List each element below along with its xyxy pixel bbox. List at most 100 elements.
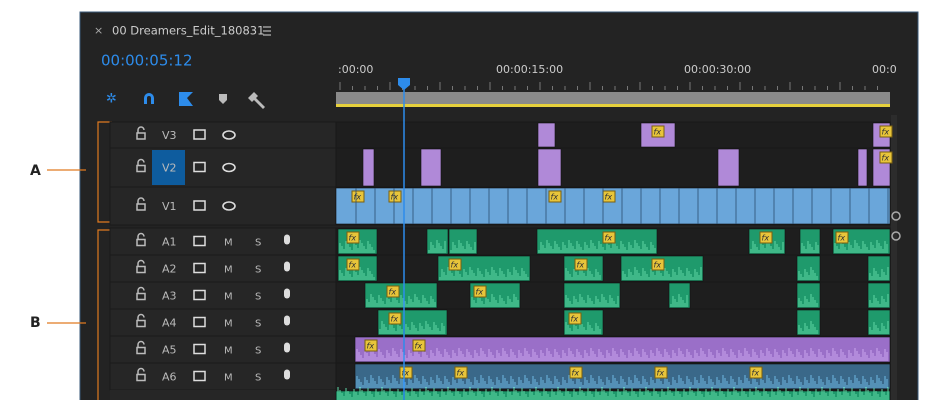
- lock-icon[interactable]: [136, 286, 146, 301]
- solo-button[interactable]: S: [255, 292, 261, 303]
- fx-badge-label: fx: [354, 193, 362, 202]
- track-header[interactable]: [109, 335, 337, 364]
- track-name[interactable]: A2: [162, 263, 177, 276]
- fx-badge: [569, 366, 583, 379]
- voice-over-button[interactable]: [284, 234, 290, 245]
- mute-button[interactable]: M: [224, 292, 233, 303]
- clip[interactable]: [335, 390, 891, 400]
- track-name[interactable]: V2: [162, 162, 177, 175]
- lock-icon[interactable]: [136, 232, 146, 247]
- track-name[interactable]: A6: [162, 371, 177, 384]
- voice-over-button[interactable]: [284, 342, 290, 353]
- ruler-label: 00:0: [872, 63, 897, 76]
- sync-icon[interactable]: [193, 235, 206, 247]
- clip[interactable]: [867, 255, 891, 282]
- eye-icon[interactable]: [222, 162, 236, 173]
- clip[interactable]: [796, 282, 821, 309]
- clip[interactable]: [799, 228, 821, 255]
- fx-badge: [568, 312, 582, 325]
- voice-over-button[interactable]: [284, 369, 290, 380]
- sync-icon[interactable]: [193, 289, 206, 301]
- clip[interactable]: [537, 148, 562, 187]
- lock-icon[interactable]: [136, 340, 146, 355]
- sync-icon[interactable]: [193, 262, 206, 274]
- fx-badge-label: fx: [838, 234, 846, 243]
- solo-button[interactable]: S: [255, 373, 261, 384]
- mute-button[interactable]: M: [224, 346, 233, 357]
- mute-button[interactable]: M: [224, 373, 233, 384]
- fx-badge-label: fx: [762, 234, 770, 243]
- clip[interactable]: [420, 148, 442, 187]
- linked-tool[interactable]: [144, 93, 154, 104]
- track-header[interactable]: [109, 308, 337, 337]
- mute-button[interactable]: M: [224, 238, 233, 249]
- scroll-handle[interactable]: [891, 211, 901, 221]
- fx-badge: [548, 190, 562, 203]
- timecode[interactable]: 00:00:05:12: [101, 52, 193, 70]
- insert-tool[interactable]: [179, 92, 193, 106]
- fx-badge-label: fx: [882, 154, 890, 163]
- snap-tool[interactable]: ✲: [106, 92, 117, 107]
- voice-over-button[interactable]: [284, 288, 290, 299]
- track-name[interactable]: V3: [162, 129, 177, 142]
- track-header[interactable]: [109, 254, 337, 283]
- clip[interactable]: [796, 255, 821, 282]
- scroll-handle[interactable]: [891, 231, 901, 241]
- track-header[interactable]: [109, 281, 337, 310]
- fx-badge: [454, 366, 468, 379]
- track-name[interactable]: A4: [162, 317, 177, 330]
- solo-button[interactable]: S: [255, 319, 261, 330]
- work-area-bar[interactable]: [336, 92, 890, 106]
- sequence-title[interactable]: 00 Dreamers_Edit_180831: [112, 24, 264, 38]
- eye-icon[interactable]: [222, 130, 236, 140]
- eye-icon[interactable]: [222, 201, 236, 211]
- track-header[interactable]: [109, 362, 337, 391]
- lock-icon[interactable]: [136, 126, 146, 140]
- solo-button[interactable]: S: [255, 238, 261, 249]
- sync-icon[interactable]: [193, 161, 206, 173]
- callout-label: A: [30, 163, 41, 179]
- target-highlight[interactable]: [152, 150, 185, 185]
- fx-badge: [879, 125, 893, 138]
- solo-button[interactable]: S: [255, 265, 261, 276]
- fx-badge-label: fx: [571, 315, 579, 324]
- lock-icon[interactable]: [136, 197, 146, 211]
- fx-badge-label: fx: [451, 261, 459, 270]
- solo-button[interactable]: S: [255, 346, 261, 357]
- clip[interactable]: [537, 122, 556, 148]
- scrollbar[interactable]: [891, 115, 897, 400]
- marker-tool[interactable]: [219, 94, 227, 104]
- sync-icon[interactable]: [193, 316, 206, 328]
- close-button[interactable]: ×: [94, 24, 103, 37]
- track-name[interactable]: A5: [162, 344, 177, 357]
- clip[interactable]: [857, 148, 868, 187]
- clip[interactable]: [867, 282, 891, 309]
- sync-icon[interactable]: [193, 343, 206, 355]
- panel-menu[interactable]: [263, 26, 271, 36]
- track-header[interactable]: [109, 227, 337, 256]
- lock-icon[interactable]: [136, 158, 146, 173]
- clip[interactable]: [362, 148, 375, 187]
- clip[interactable]: [867, 309, 891, 336]
- track-name[interactable]: A3: [162, 290, 177, 303]
- fx-badge-label: fx: [882, 128, 890, 137]
- fx-badge-label: fx: [572, 369, 580, 378]
- track-name[interactable]: V1: [162, 200, 177, 213]
- clip[interactable]: [717, 148, 740, 187]
- voice-over-button[interactable]: [284, 261, 290, 272]
- lock-icon[interactable]: [136, 313, 146, 328]
- mute-button[interactable]: M: [224, 265, 233, 276]
- ruler-label: :00:00: [338, 63, 373, 76]
- track-name[interactable]: A1: [162, 236, 177, 249]
- clip[interactable]: [796, 309, 821, 336]
- voice-over-button[interactable]: [284, 315, 290, 326]
- playhead-handle[interactable]: [398, 78, 410, 90]
- sync-icon[interactable]: [193, 200, 206, 211]
- lock-icon[interactable]: [136, 367, 146, 382]
- lock-icon[interactable]: [136, 259, 146, 274]
- sync-icon[interactable]: [193, 370, 206, 382]
- mute-button[interactable]: M: [224, 319, 233, 330]
- settings-tool[interactable]: [248, 92, 265, 109]
- sync-icon[interactable]: [193, 129, 206, 140]
